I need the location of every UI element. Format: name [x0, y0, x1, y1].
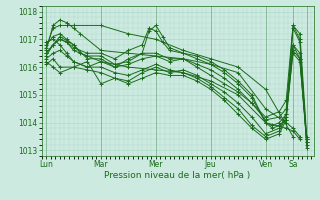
X-axis label: Pression niveau de la mer( hPa ): Pression niveau de la mer( hPa ) [104, 171, 251, 180]
